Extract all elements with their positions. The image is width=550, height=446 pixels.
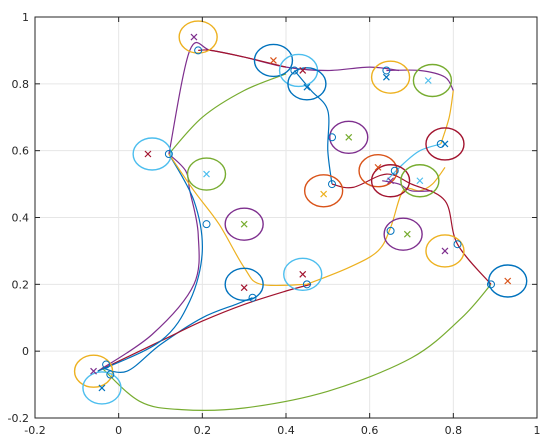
trajectory-line [306,167,446,285]
target-cross-marker [424,77,432,84]
target-cross-marker [203,170,210,178]
trajectory-line [440,90,454,145]
goal-region-ellipse [412,63,453,98]
trajectory-line [168,153,307,287]
target-markers [90,33,512,392]
waypoint-marker [102,360,111,369]
target-cross-marker [98,384,106,392]
target-cross-marker [299,67,307,74]
goal-region-ellipse [488,264,528,298]
waypoint-marker [382,66,391,75]
x-tick-label: 0.4 [277,424,295,437]
y-tick-label: 0.2 [12,278,30,291]
trajectory-line [97,283,312,372]
waypoint-marker [106,370,115,379]
goal-region-ellipse [73,354,114,388]
target-cross-marker [387,177,395,185]
goal-region-ellipse [358,154,398,188]
x-tick-label: -0.2 [24,424,45,437]
target-cross-marker [90,367,97,375]
goal-region-ellipse [370,60,411,94]
target-cross-marker [299,270,307,278]
target-cross-marker [144,150,152,158]
goal-region-ellipse [287,67,327,101]
goal-region-ellipse [253,43,294,78]
waypoint-marker [486,280,495,289]
target-cross-marker [374,163,382,171]
waypoints [102,46,495,379]
target-cross-marker [303,83,311,91]
target-cross-marker [441,140,449,148]
goal-region-ellipse [178,20,218,54]
y-tick-label: 0.6 [12,145,30,158]
trajectory-series [97,41,492,412]
goal-region-ellipse [400,164,440,198]
waypoint-marker [302,280,311,289]
x-tick-label: 1 [534,424,541,437]
goal-region-ellipse [329,120,369,155]
goal-region-ellipse [425,127,465,161]
goal-region-ellipse [186,157,227,191]
target-cross-marker [240,220,248,228]
target-cross-marker [441,247,449,255]
target-cross-marker [416,177,424,185]
x-tick-label: 0.8 [445,424,463,437]
goal-region-ellipse [132,137,172,171]
waypoint-marker [290,66,299,75]
waypoint-marker [202,220,211,229]
goal-region-ellipse [383,217,423,251]
target-cross-marker [190,33,198,41]
waypoint-marker [390,166,399,175]
axis-ticks: -0.2 0 0.2 0.4 0.6 0.8 1 -0.2 0 0.2 0.4 0.6 0.8 1 [8,11,541,437]
trajectory-line [198,49,287,68]
trajectory-line [331,173,492,285]
trajectory-line [293,70,333,185]
trajectory-line [97,153,200,372]
target-cross-marker [504,277,512,285]
waypoint-marker [453,240,462,249]
waypoint-marker [194,46,203,55]
target-cross-marker [403,230,411,238]
target-cross-marker [270,57,277,64]
y-tick-label: 0.4 [12,212,30,225]
target-cross-marker [345,133,353,141]
target-cross-marker [240,284,248,292]
trajectory-line [385,143,441,182]
trajectory-line [97,153,203,372]
target-cross-marker [382,73,390,81]
goal-region-ellipse [283,257,323,292]
target-cross-marker [320,190,328,198]
goal-region-ellipse [425,234,465,268]
trajectory-line [168,73,287,155]
goal-region-ellipse [224,267,264,302]
y-tick-label: 1 [22,11,29,24]
waypoint-marker [164,150,173,159]
y-tick-label: 0 [22,345,29,358]
waypoint-marker [328,133,337,142]
trajectory-line [101,283,492,412]
waypoint-marker [328,180,337,189]
x-tick-label: 0 [115,424,122,437]
goal-regions [73,20,528,405]
waypoint-marker [248,293,257,302]
goal-region-ellipse [82,371,122,405]
y-tick-label: 0.8 [12,78,30,91]
x-tick-label: 0.6 [361,424,379,437]
y-tick-label: -0.2 [8,412,29,425]
goal-region-ellipse [370,164,411,198]
waypoint-marker [386,226,395,235]
goal-region-ellipse [224,207,264,241]
x-tick-label: 0.2 [194,424,212,437]
goal-region-ellipse [303,174,344,208]
